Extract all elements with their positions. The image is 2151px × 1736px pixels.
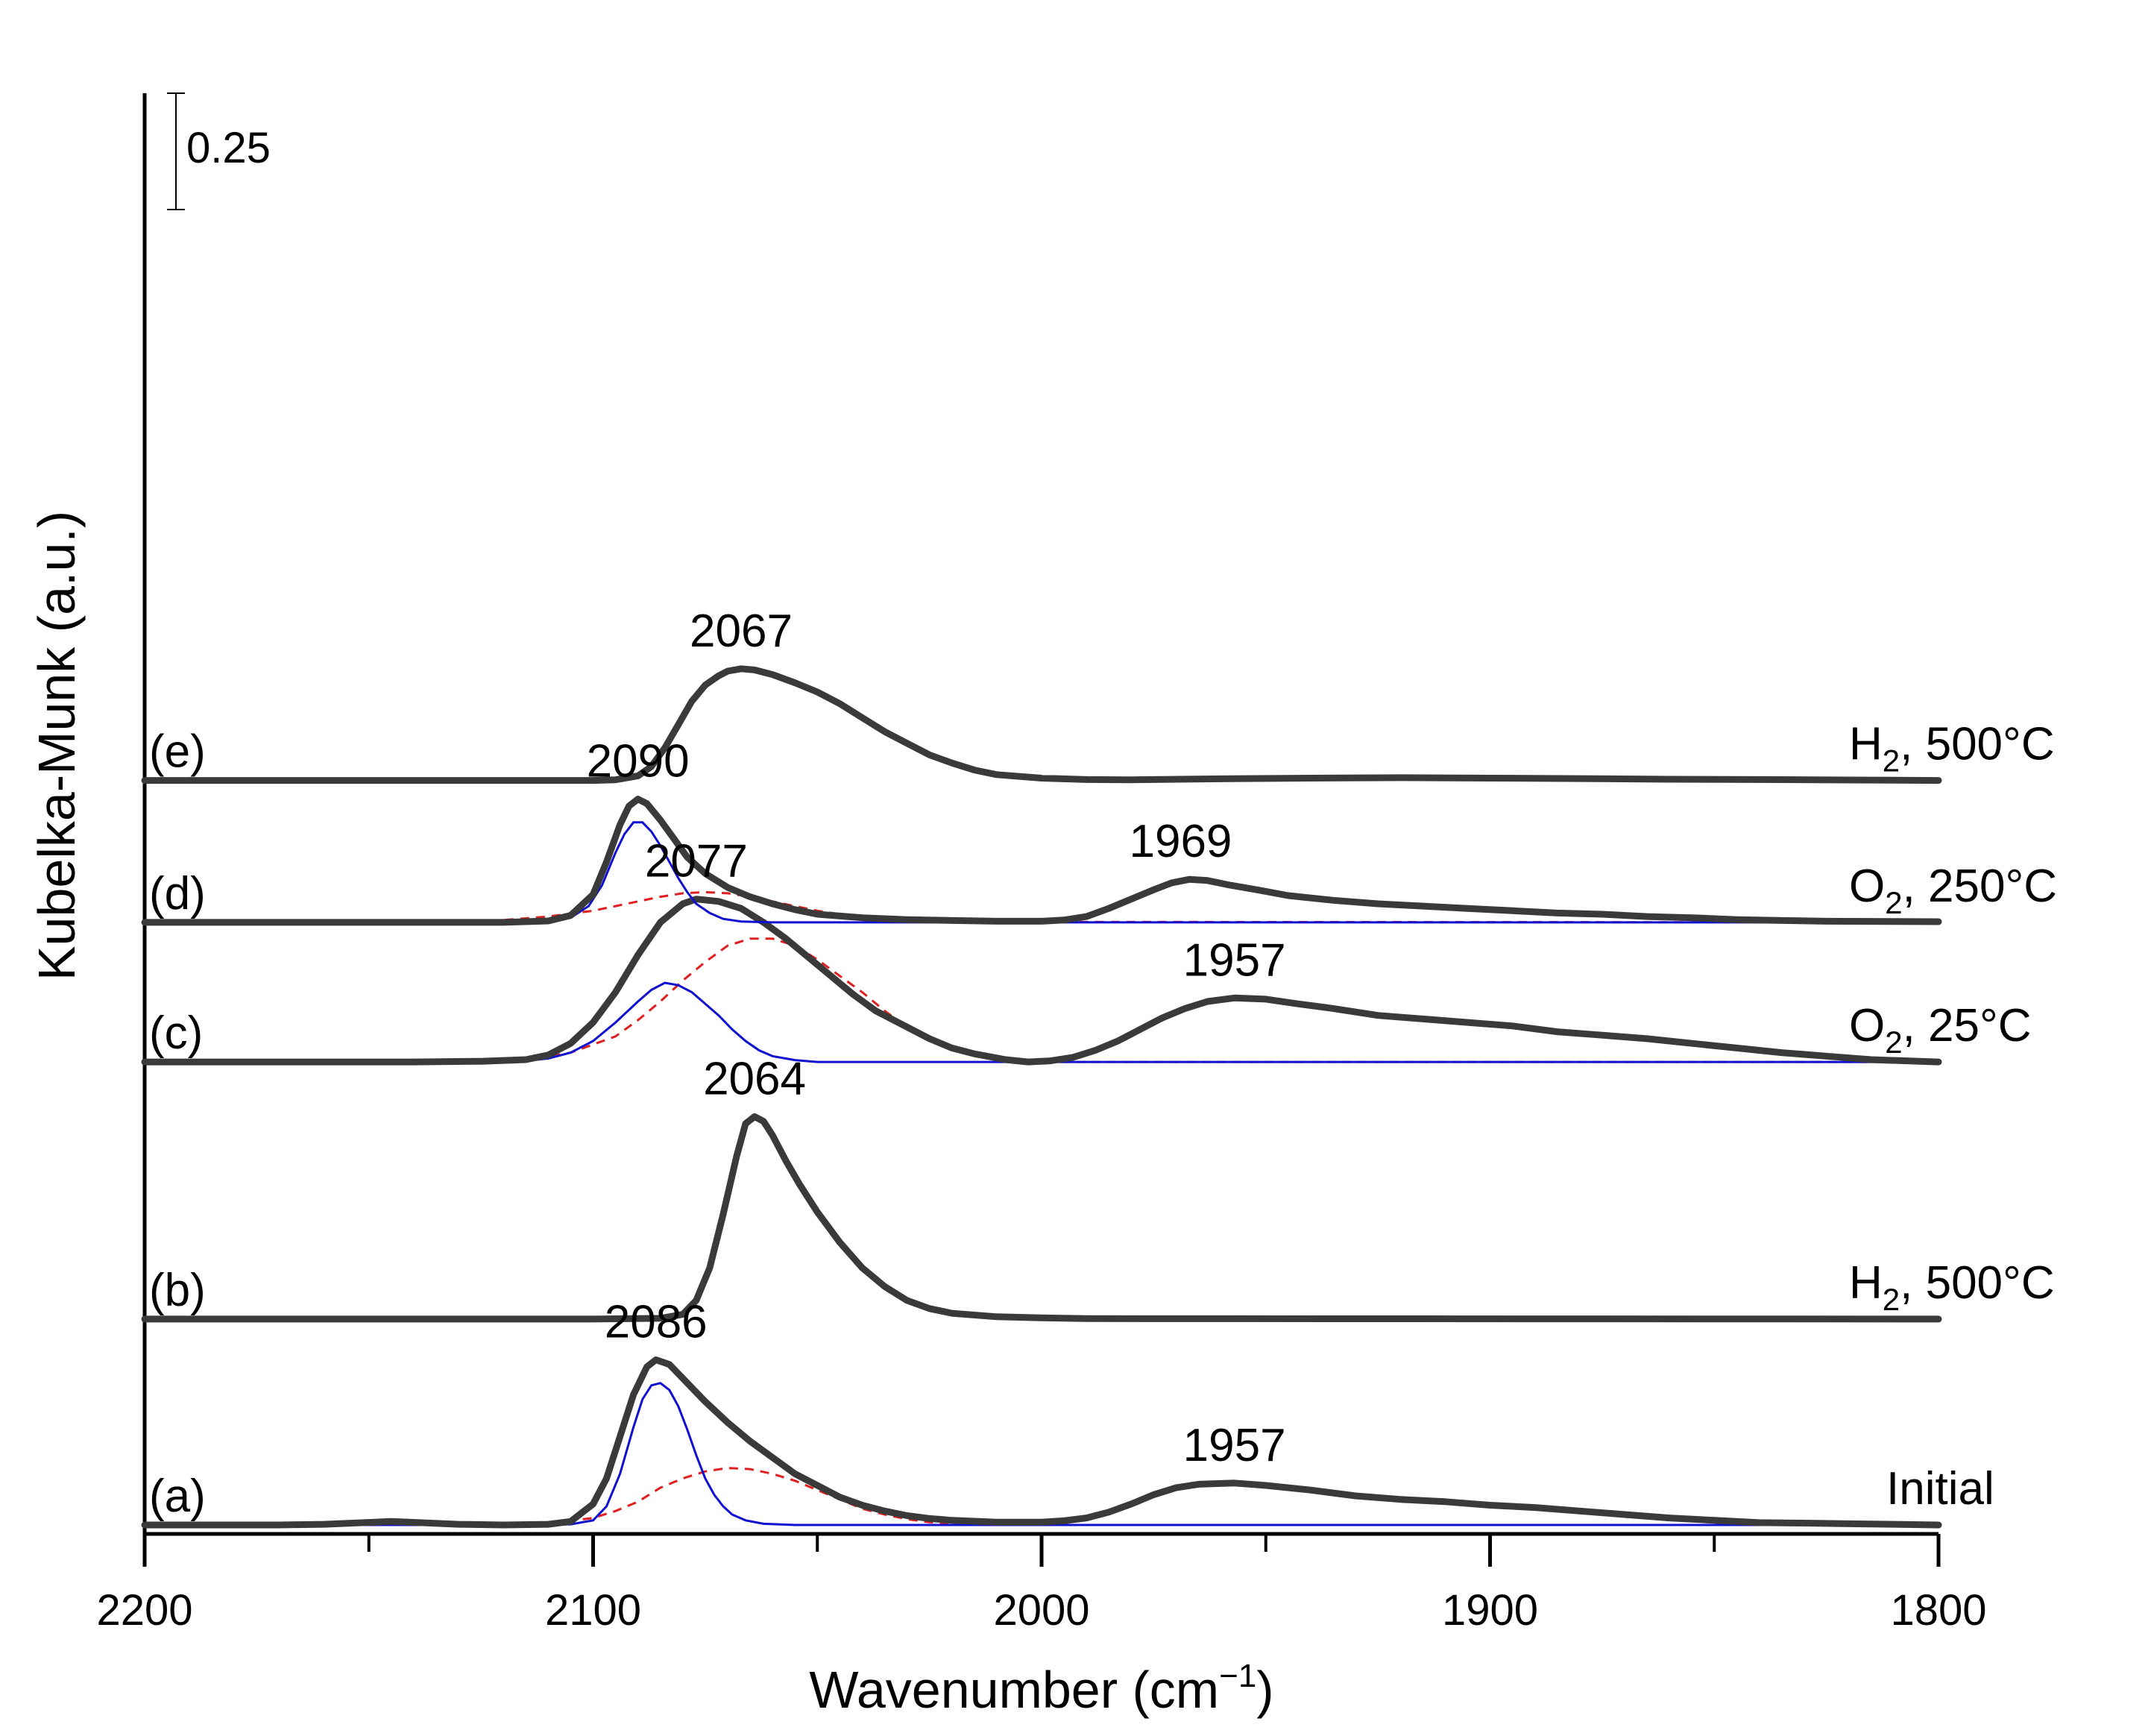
spectrum-curve <box>141 796 1942 926</box>
peak-label: 2086 <box>605 1296 708 1347</box>
trace-id-label: (e) <box>149 726 206 778</box>
x-tick-label: 2000 <box>993 1586 1089 1635</box>
y-axis-title: Kubelka-Munk (a.u.) <box>28 511 86 981</box>
spectrum-curve <box>141 1356 1942 1529</box>
labels: (a) Initial 2086 1957 (b) H2, 500°C 2064 (c) O2,… <box>149 606 2057 1522</box>
x-tick-label: 1900 <box>1442 1586 1538 1635</box>
trace-d <box>141 796 1942 926</box>
x-tick-label: 2100 <box>545 1586 641 1635</box>
fit-solid-curve <box>145 981 1939 1063</box>
peak-label: 1969 <box>1129 816 1232 867</box>
spectrum-curve <box>141 896 1942 1066</box>
scale-bar-label: 0.25 <box>186 124 271 172</box>
fit-solid-curve <box>145 821 1939 924</box>
spectrum-curve <box>141 1113 1942 1323</box>
axes: 2200 2100 2000 1900 1800 Wavenumber (cm−1) Kub… <box>28 92 1987 1719</box>
peak-label: 2077 <box>645 836 748 887</box>
condition-label: O2, 250°C <box>1849 861 2057 920</box>
condition-label: Initial <box>1886 1463 1994 1515</box>
peak-label: 2090 <box>587 736 690 787</box>
peak-label: 1957 <box>1183 1420 1286 1471</box>
trace-c <box>141 896 1942 1066</box>
trace-id-label: (b) <box>149 1265 206 1316</box>
peak-label: 1957 <box>1183 934 1286 986</box>
x-tick-label: 1800 <box>1890 1586 1986 1635</box>
trace-a <box>141 1356 1942 1529</box>
condition-label: O2, 25°C <box>1849 1000 2032 1060</box>
peak-label: 2064 <box>703 1053 806 1104</box>
trace-id-label: (c) <box>149 1007 203 1059</box>
trace-e <box>141 665 1942 784</box>
peak-label: 2067 <box>690 606 793 657</box>
fit-solid-curve <box>145 1382 1939 1526</box>
trace-id-label: (d) <box>149 868 206 919</box>
traces <box>141 665 1942 1529</box>
trace-b <box>141 1113 1942 1323</box>
fit-dashed-curve <box>145 1467 1939 1526</box>
spectrum-curve <box>141 665 1942 784</box>
condition-label: H2, 500°C <box>1849 1257 2055 1317</box>
condition-label: H2, 500°C <box>1849 719 2055 779</box>
trace-id-label: (a) <box>149 1471 206 1522</box>
x-axis-title: Wavenumber (cm−1) <box>809 1658 1273 1719</box>
x-tick-label: 2200 <box>96 1586 192 1635</box>
